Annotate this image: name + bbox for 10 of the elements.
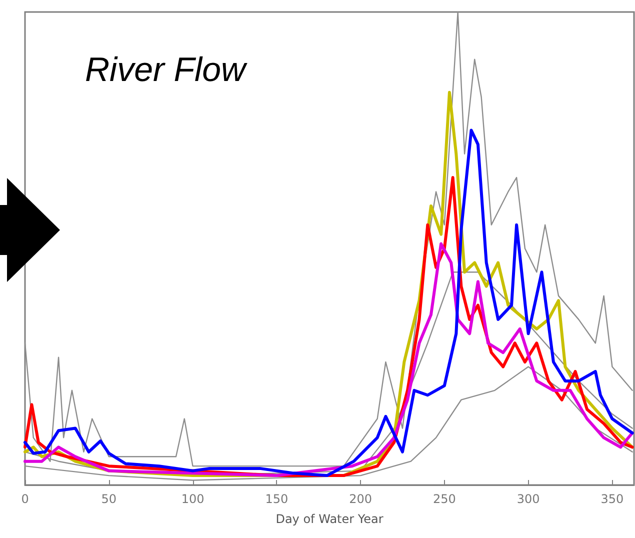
- x-tick-label: 300: [516, 492, 540, 506]
- x-tick-label: 0: [21, 492, 29, 506]
- x-tick-label: 150: [265, 492, 288, 506]
- x-tick-label: 50: [101, 492, 117, 506]
- x-tick-label: 250: [432, 492, 456, 506]
- x-tick-label: 350: [600, 492, 624, 506]
- text: River Flow: [85, 51, 248, 89]
- x-axis-title: Day of Water Year: [276, 512, 384, 526]
- x-tick-label: 100: [181, 492, 204, 506]
- x-tick-label: 200: [349, 492, 372, 506]
